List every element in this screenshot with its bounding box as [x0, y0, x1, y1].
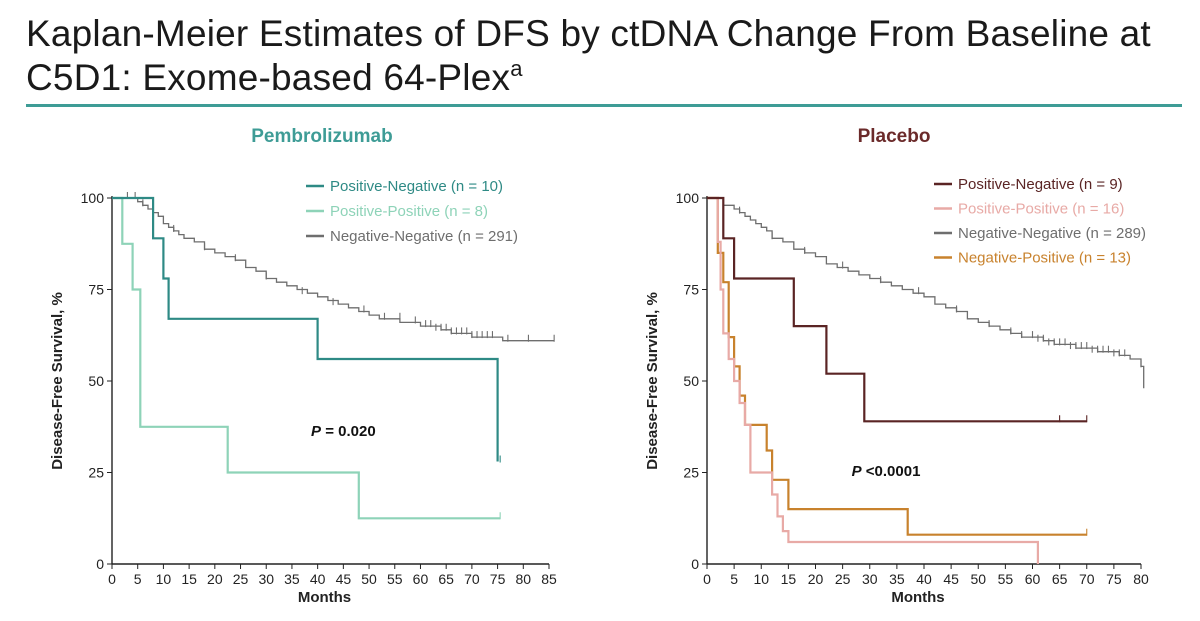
x-tick-label: 40 — [310, 571, 326, 587]
x-tick-label: 45 — [943, 571, 959, 587]
x-tick-label: 15 — [181, 571, 197, 587]
y-tick-label: 25 — [88, 465, 104, 481]
x-tick-label: 5 — [134, 571, 142, 587]
km-curve — [707, 196, 1087, 423]
x-tick-label: 50 — [970, 571, 986, 587]
legend-item: Negative-Negative (n = 289) — [934, 225, 1146, 242]
x-tick-label: 85 — [541, 571, 557, 587]
p-value-label: P — [311, 423, 322, 440]
y-axis-title: Disease-Free Survival, % — [644, 292, 661, 470]
x-tick-label: 35 — [284, 571, 300, 587]
legend-item: Positive-Positive (n = 8) — [306, 203, 488, 220]
legend-label: Positive-Positive (n = 8) — [330, 203, 488, 220]
legend-label: Positive-Negative (n = 9) — [958, 176, 1123, 193]
x-tick-label: 55 — [998, 571, 1014, 587]
y-tick-label: 75 — [683, 282, 699, 298]
legend-label: Negative-Negative (n = 289) — [958, 225, 1146, 242]
km-curve — [112, 197, 555, 342]
y-tick-label: 0 — [96, 556, 104, 572]
x-tick-label: 70 — [1079, 571, 1095, 587]
legend-item: Positive-Negative (n = 10) — [306, 178, 503, 195]
x-tick-label: 5 — [730, 571, 738, 587]
legend-item: Positive-Negative (n = 9) — [934, 176, 1123, 193]
legend-label: Positive-Positive (n = 16) — [958, 201, 1124, 218]
x-tick-label: 20 — [207, 571, 223, 587]
p-value-annotation: P = 0.020 — [311, 423, 376, 440]
title-rule — [26, 104, 1182, 107]
x-tick-label: 60 — [1025, 571, 1041, 587]
x-axis-title: Months — [891, 589, 944, 606]
x-tick-label: 25 — [233, 571, 249, 587]
panel-title: Pembrolizumab — [251, 126, 392, 147]
series-negative-negative — [112, 192, 555, 342]
series-positive-negative — [112, 196, 501, 463]
x-tick-label: 75 — [1106, 571, 1122, 587]
legend-item: Positive-Positive (n = 16) — [934, 201, 1124, 218]
x-tick-label: 70 — [464, 571, 480, 587]
series-positive-positive — [112, 196, 501, 520]
panel-title: Placebo — [858, 126, 931, 147]
slide-title-text: Kaplan-Meier Estimates of DFS by ctDNA C… — [26, 13, 1151, 98]
y-tick-label: 100 — [81, 190, 105, 206]
x-tick-label: 25 — [835, 571, 851, 587]
legend-item: Negative-Negative (n = 291) — [306, 228, 518, 245]
y-tick-label: 100 — [676, 190, 700, 206]
x-tick-label: 20 — [808, 571, 824, 587]
legend-label: Negative-Negative (n = 291) — [330, 228, 518, 245]
x-tick-label: 30 — [862, 571, 878, 587]
legend-item: Negative-Positive (n = 13) — [934, 250, 1131, 267]
series-positive-negative — [707, 196, 1088, 423]
y-axis-title: Disease-Free Survival, % — [49, 292, 66, 470]
x-tick-label: 50 — [361, 571, 377, 587]
y-tick-label: 25 — [683, 465, 699, 481]
x-tick-label: 75 — [490, 571, 506, 587]
x-tick-label: 0 — [703, 571, 711, 587]
x-tick-label: 80 — [1133, 571, 1149, 587]
km-curve — [112, 196, 501, 520]
series-negative-negative — [707, 197, 1145, 389]
x-tick-label: 60 — [413, 571, 429, 587]
x-tick-label: 35 — [889, 571, 905, 587]
x-tick-label: 65 — [1052, 571, 1068, 587]
p-value-text: <0.0001 — [862, 463, 921, 480]
y-tick-label: 75 — [88, 282, 104, 298]
x-tick-label: 65 — [438, 571, 454, 587]
legend-label: Negative-Positive (n = 13) — [958, 250, 1131, 267]
x-tick-label: 30 — [258, 571, 274, 587]
km-curve — [707, 196, 1039, 564]
p-value-label: P — [852, 463, 863, 480]
km-curve — [112, 196, 499, 462]
km-curve — [707, 196, 1087, 536]
x-axis-title: Months — [298, 589, 351, 606]
x-tick-label: 55 — [387, 571, 403, 587]
legend-label: Positive-Negative (n = 10) — [330, 178, 503, 195]
p-value-annotation: P <0.0001 — [852, 463, 921, 480]
p-value-text: = 0.020 — [321, 423, 376, 440]
x-tick-label: 15 — [781, 571, 797, 587]
x-tick-label: 0 — [108, 571, 116, 587]
x-tick-label: 80 — [516, 571, 532, 587]
y-tick-label: 50 — [88, 373, 104, 389]
y-tick-label: 50 — [683, 373, 699, 389]
x-tick-label: 10 — [156, 571, 172, 587]
km-curve — [707, 197, 1145, 389]
title-superscript: a — [510, 56, 523, 81]
chart-pembrolizumab: Pembrolizumab 0 5 10 15 20 25 30 35 40 45 50 55 60 65 7… — [49, 126, 557, 606]
y-tick-label: 0 — [691, 556, 699, 572]
x-tick-label: 10 — [753, 571, 769, 587]
series-positive-positive — [707, 196, 1039, 564]
chart-placebo: Placebo 0 5 10 15 20 25 30 35 40 45 50 55 60 65 70 75 80 0… — [644, 126, 1149, 606]
x-tick-label: 45 — [336, 571, 352, 587]
series-negative-positive — [707, 196, 1088, 536]
slide-title: Kaplan-Meier Estimates of DFS by ctDNA C… — [26, 12, 1176, 100]
x-tick-label: 40 — [916, 571, 932, 587]
